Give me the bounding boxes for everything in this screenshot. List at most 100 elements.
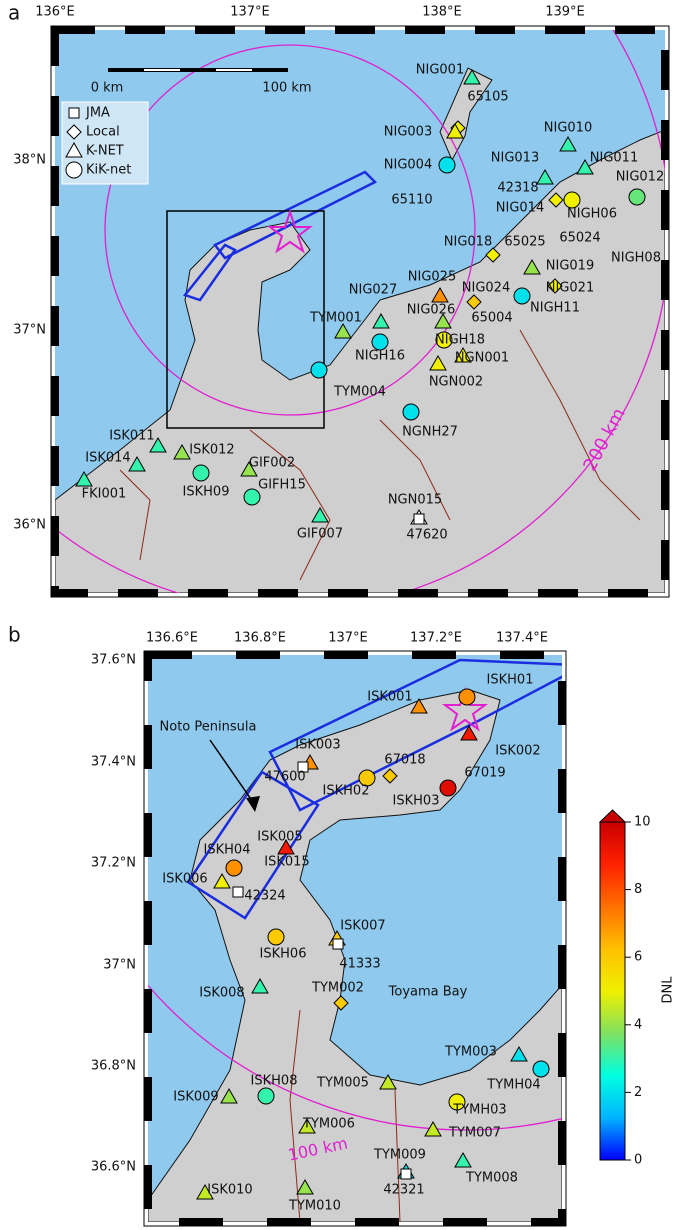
colorbar-title: DNL	[661, 976, 676, 1004]
station-label: ISKH02	[323, 784, 370, 799]
station-marker	[333, 995, 349, 1011]
station-marker	[196, 1183, 214, 1200]
station-label: 65025	[504, 235, 545, 250]
station-label: 47600	[264, 770, 305, 785]
station-marker	[296, 1178, 314, 1195]
station-label: NIG027	[349, 283, 397, 298]
station-label: 65004	[471, 311, 512, 326]
station-label: ISKH01	[487, 673, 534, 688]
station-label: NIG021	[546, 281, 594, 296]
station-label: TYM001	[309, 311, 362, 326]
station-label: NIG025	[408, 270, 456, 285]
station-marker	[332, 938, 344, 950]
colorbar-cap	[598, 809, 627, 823]
station-marker	[192, 464, 210, 482]
station-marker	[311, 506, 329, 523]
station-label: 65110	[391, 193, 432, 208]
frame	[143, 650, 567, 1227]
lon-tick-label: 137°E	[328, 631, 368, 646]
lat-tick-label: 37°N	[103, 958, 136, 973]
station-label: TYM003	[444, 1045, 497, 1060]
station-label: 65105	[467, 90, 508, 105]
station-marker	[240, 460, 258, 477]
station-marker	[149, 436, 167, 453]
station-marker	[220, 1087, 238, 1104]
station-marker	[532, 1060, 550, 1078]
annotation: Noto Peninsula	[160, 720, 257, 735]
colorbar	[599, 821, 626, 1161]
station-label: 42318	[497, 181, 538, 196]
station-label: NGN002	[429, 375, 483, 390]
lon-tick-label: 136.6°E	[146, 631, 198, 646]
station-label: NIG013	[491, 151, 539, 166]
station-marker	[628, 188, 646, 206]
panel-label: b	[8, 623, 21, 647]
station-label: ISK011	[109, 429, 154, 444]
station-marker	[251, 977, 269, 994]
station-label: ISKH09	[183, 485, 230, 500]
station-marker	[358, 769, 376, 787]
lat-tick-label: 37.2°N	[91, 856, 136, 871]
lat-tick-label: 37.4°N	[91, 755, 136, 770]
station-marker	[559, 135, 577, 152]
station-label: TYM006	[302, 1117, 355, 1132]
lon-tick-label: 137°E	[230, 5, 270, 20]
colorbar-tick-label: 10	[634, 815, 651, 830]
station-marker	[454, 346, 472, 363]
station-label: NIG014	[496, 201, 544, 216]
station-label: NIG004	[384, 158, 432, 173]
station-label: ISKH04	[204, 843, 251, 858]
station-label: TYM009	[373, 1148, 426, 1163]
station-label: NIG012	[616, 170, 664, 185]
station-label: ISK009	[173, 1090, 218, 1105]
station-label: TYM008	[465, 1171, 518, 1186]
station-label: TYM004	[333, 385, 386, 400]
lon-tick-label: 136°E	[35, 5, 75, 20]
station-marker	[372, 312, 390, 329]
station-marker	[429, 354, 447, 371]
station-marker	[431, 286, 449, 303]
station-marker	[448, 1093, 466, 1111]
station-marker	[466, 294, 482, 310]
station-label: 67019	[464, 766, 505, 781]
colorbar-tick-label: 8	[634, 882, 642, 897]
station-label: NIG018	[444, 235, 492, 250]
station-label: ISK010	[207, 1183, 252, 1198]
station-marker	[458, 688, 476, 706]
station-marker	[68, 107, 80, 119]
station-marker	[463, 68, 481, 85]
station-marker	[485, 247, 501, 263]
scale-label: 0 km	[91, 81, 124, 96]
station-label: NIG003	[384, 125, 432, 140]
lon-tick-label: 139°E	[545, 5, 585, 20]
station-marker	[298, 1117, 316, 1134]
station-marker	[277, 838, 295, 855]
station-marker	[75, 470, 93, 487]
station-marker	[548, 192, 564, 208]
station-marker	[446, 122, 464, 139]
station-marker	[257, 1087, 275, 1105]
station-label: ISK001	[367, 690, 412, 705]
station-label: NIGH16	[355, 349, 405, 364]
station-marker	[434, 312, 452, 329]
station-label: ISK015	[264, 855, 309, 870]
station-marker	[513, 287, 531, 305]
station-marker	[382, 768, 398, 784]
station-label: ISK008	[199, 986, 244, 1001]
station-label: ISK002	[495, 744, 540, 759]
panel-label: a	[8, 1, 20, 25]
lon-tick-label: 137.4°E	[496, 631, 548, 646]
frame	[144, 651, 566, 1226]
station-marker	[424, 1120, 442, 1137]
station-label: TYM005	[316, 1076, 369, 1091]
station-marker	[400, 1168, 412, 1180]
station-marker	[435, 331, 453, 349]
station-marker	[65, 161, 83, 179]
station-marker	[334, 322, 352, 339]
legend-label: K-NET	[86, 144, 124, 159]
station-marker	[547, 278, 563, 294]
station-marker	[576, 158, 594, 175]
station-label: ISK003	[295, 738, 340, 753]
station-marker	[66, 124, 82, 140]
station-label: NIGH18	[435, 333, 485, 348]
